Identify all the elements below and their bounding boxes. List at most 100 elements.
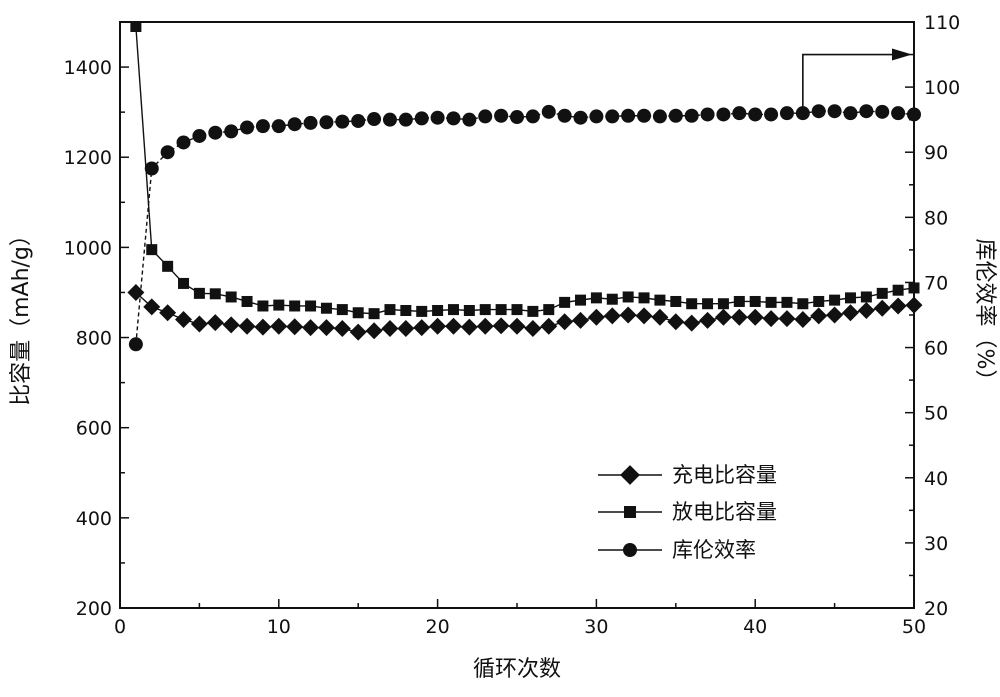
data-point-circle (573, 110, 588, 125)
data-point-square (257, 300, 269, 312)
data-point-diamond (746, 308, 764, 326)
legend-marker-2 (624, 506, 636, 518)
data-point-square (781, 296, 793, 308)
axis-indicator-arrow-line (802, 53, 908, 114)
data-point-diamond (619, 306, 637, 324)
data-point-square (829, 294, 841, 306)
data-point-circle (891, 106, 906, 121)
right-tick-label: 50 (924, 403, 948, 425)
data-point-diamond (810, 307, 828, 325)
data-point-circle (271, 119, 286, 134)
data-point-diamond (841, 304, 859, 322)
data-point-diamond (429, 317, 447, 335)
data-point-diamond (127, 283, 145, 301)
data-point-square (765, 296, 777, 308)
data-point-diamond (889, 297, 907, 315)
legend-label-3: 库伦效率 (672, 538, 756, 562)
right-tick-label: 90 (924, 142, 948, 164)
x-tick-label: 40 (743, 616, 767, 638)
right-axis-title: 库伦效率（%） (972, 239, 997, 392)
data-point-circle (414, 111, 429, 126)
data-point-diamond (683, 314, 701, 332)
right-tick-label: 30 (924, 533, 948, 555)
data-point-diamond (365, 322, 383, 340)
data-point-diamond (270, 317, 288, 335)
data-point-diamond (492, 317, 510, 335)
data-point-square (670, 295, 682, 307)
data-point-square (320, 302, 332, 314)
data-point-diamond (238, 317, 256, 335)
data-point-diamond (508, 317, 526, 335)
data-point-circle (716, 107, 731, 122)
series-3 (128, 104, 921, 352)
data-point-circle (875, 104, 890, 119)
data-point-square (209, 288, 221, 300)
data-point-circle (367, 112, 382, 127)
left-tick-label: 600 (76, 418, 112, 440)
right-tick-label: 40 (924, 468, 948, 490)
data-point-diamond (730, 308, 748, 326)
left-tick-label: 800 (76, 328, 112, 350)
data-point-circle (684, 108, 699, 123)
data-point-circle (621, 108, 636, 123)
data-point-diamond (349, 323, 367, 341)
data-point-square (638, 292, 650, 304)
data-point-diamond (222, 316, 240, 334)
data-point-diamond (778, 310, 796, 328)
data-point-circle (398, 112, 413, 127)
left-axis-ticks: 200 400 600 800 1000 1200 1400 (64, 21, 129, 620)
data-point-diamond (587, 308, 605, 326)
data-point-square (479, 304, 491, 316)
data-point-square (162, 260, 174, 272)
x-tick-label: 0 (114, 616, 126, 638)
left-tick-label: 200 (76, 598, 112, 620)
data-point-diamond (857, 302, 875, 319)
data-point-diamond (905, 296, 923, 314)
data-point-square (305, 300, 317, 312)
data-point-square (178, 277, 190, 289)
data-point-square (527, 305, 539, 317)
data-point-circle (827, 104, 842, 119)
data-point-circle (351, 113, 366, 128)
data-point-square (225, 291, 237, 303)
data-point-square (717, 298, 729, 310)
data-point-diamond (159, 304, 177, 322)
data-point-diamond (317, 319, 335, 337)
data-point-circle (446, 111, 461, 126)
legend: 充电比容量 放电比容量 库伦效率 (598, 463, 777, 562)
data-point-square (368, 308, 380, 320)
data-point-square (892, 284, 904, 296)
data-point-diamond (667, 313, 685, 331)
data-point-diamond (190, 315, 208, 333)
data-point-circle (430, 110, 445, 125)
data-point-circle (128, 337, 143, 352)
legend-marker-3 (623, 543, 637, 557)
data-point-square (813, 295, 825, 307)
data-point-diamond (826, 306, 844, 324)
data-point-square (130, 21, 142, 33)
data-point-circle (700, 107, 715, 122)
data-point-square (702, 298, 714, 310)
data-point-circle (478, 109, 493, 124)
data-point-square (575, 294, 587, 306)
data-point-circle (557, 108, 572, 123)
right-tick-label: 60 (924, 338, 948, 360)
legend-marker-1 (620, 465, 640, 485)
data-point-square (146, 244, 158, 256)
right-axis-ticks: 20 30 40 50 60 70 80 90 100 110 (905, 12, 960, 620)
data-point-diamond (413, 319, 431, 337)
data-point-circle (335, 114, 350, 129)
data-point-square (241, 295, 253, 307)
data-point-diamond (206, 314, 224, 332)
data-point-circle (303, 115, 318, 130)
data-point-square (384, 304, 396, 316)
series-1 (127, 283, 923, 341)
data-point-square (400, 304, 412, 316)
data-point-square (654, 294, 666, 306)
left-tick-label: 400 (76, 508, 112, 530)
data-point-square (797, 298, 809, 310)
data-point-circle (779, 106, 794, 121)
data-point-circle (192, 128, 207, 143)
data-point-circle (589, 109, 604, 124)
